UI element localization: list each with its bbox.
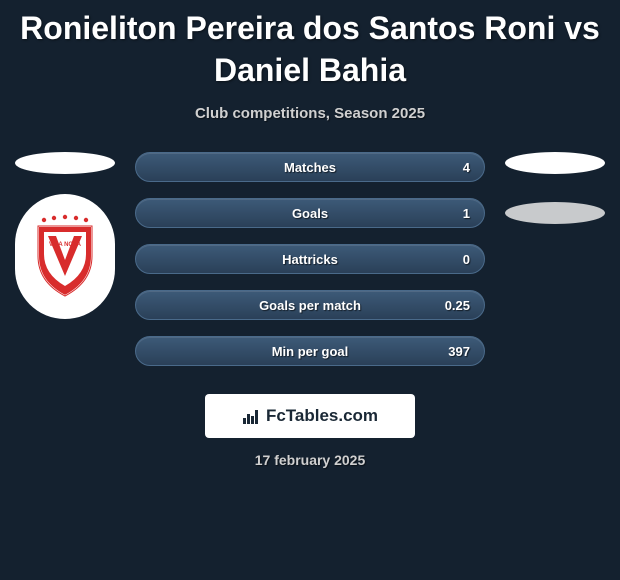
stat-row-hattricks: Hattricks 0 (135, 244, 485, 274)
left-club-badge: VILA NOVA (15, 194, 115, 319)
stat-label: Matches (136, 153, 484, 181)
stat-value-right: 397 (448, 337, 470, 365)
stat-label: Min per goal (136, 337, 484, 365)
stats-center-column: Matches 4 Goals 1 Hattricks 0 Goals per … (135, 152, 485, 382)
comparison-title: Ronieliton Pereira dos Santos Roni vs Da… (0, 0, 620, 91)
brand-text: FcTables.com (266, 406, 378, 426)
stat-row-min-per-goal: Min per goal 397 (135, 336, 485, 366)
right-player-column (500, 152, 610, 224)
right-club-ellipse (505, 202, 605, 224)
stat-value-right: 0.25 (445, 291, 470, 319)
stat-value-right: 0 (463, 245, 470, 273)
right-player-name-ellipse (505, 152, 605, 174)
stats-area: VILA NOVA Matches 4 Goals 1 Hattricks 0 … (0, 152, 620, 382)
stat-row-goals-per-match: Goals per match 0.25 (135, 290, 485, 320)
vila-nova-shield-icon: VILA NOVA (30, 214, 100, 299)
stat-label: Hattricks (136, 245, 484, 273)
left-player-column: VILA NOVA (10, 152, 120, 319)
fctables-brand[interactable]: FcTables.com (205, 394, 415, 438)
comparison-subtitle: Club competitions, Season 2025 (0, 105, 620, 122)
stat-value-right: 4 (463, 153, 470, 181)
stat-label: Goals (136, 199, 484, 227)
bar-chart-icon (242, 407, 260, 425)
stat-row-goals: Goals 1 (135, 198, 485, 228)
stat-row-matches: Matches 4 (135, 152, 485, 182)
left-player-name-ellipse (15, 152, 115, 174)
snapshot-date: 17 february 2025 (0, 452, 620, 468)
stat-label: Goals per match (136, 291, 484, 319)
svg-text:VILA NOVA: VILA NOVA (49, 242, 82, 248)
stat-value-right: 1 (463, 199, 470, 227)
